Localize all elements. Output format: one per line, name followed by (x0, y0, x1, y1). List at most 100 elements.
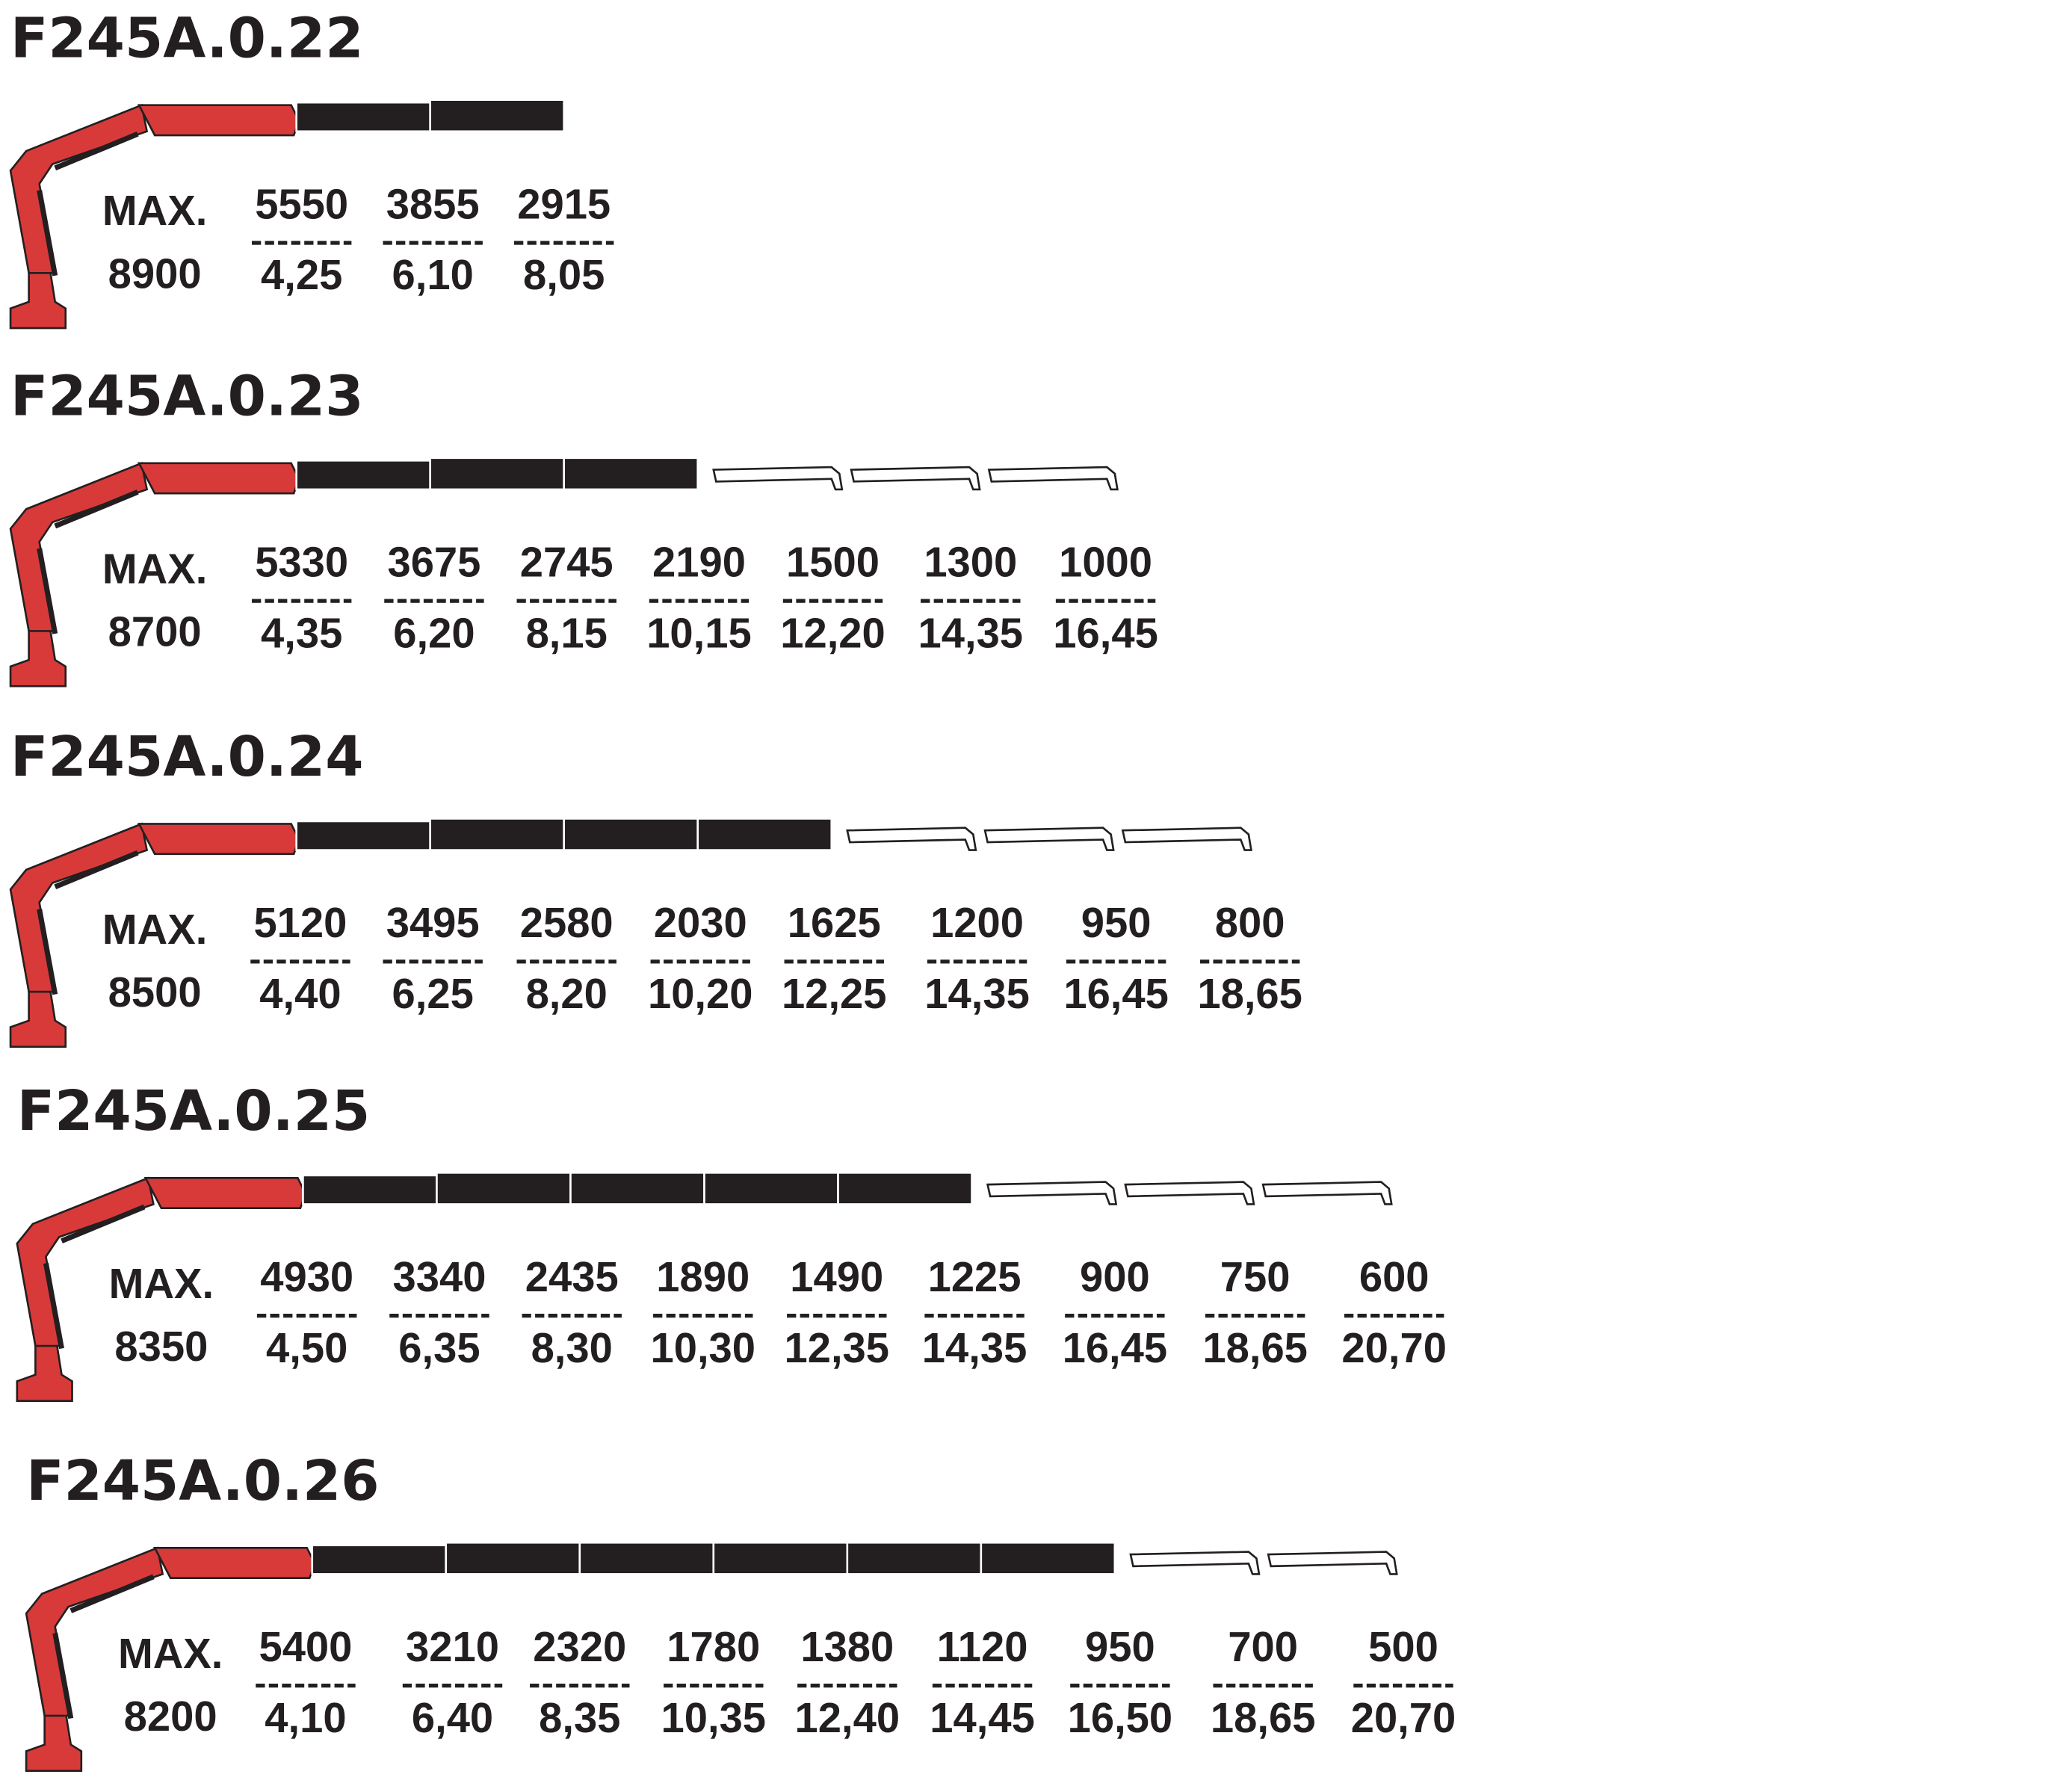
load-value: 5400 (259, 1623, 352, 1670)
reach-value: 14,35 (918, 609, 1024, 656)
hydraulic-extension (429, 99, 566, 133)
reach-value: 12,25 (782, 970, 887, 1017)
reach-value: 4,35 (261, 609, 342, 656)
crane-boom (137, 104, 300, 137)
load-value: 3675 (387, 539, 480, 586)
load-value: 3210 (406, 1623, 499, 1670)
load-value: 2030 (654, 899, 747, 946)
crane-base (9, 268, 67, 330)
max-value: 8350 (114, 1323, 208, 1370)
crane-model: F245A.0.22 MAX. 8900 5550 4,25 3855 6,10 2915 8,… (9, 7, 614, 330)
load-value: 1300 (924, 539, 1017, 586)
load-value: 1000 (1059, 539, 1152, 586)
model-title: F245A.0.22 (10, 7, 363, 70)
manual-extension (986, 1181, 1118, 1205)
load-value: 950 (1085, 1623, 1155, 1670)
reach-value: 10,20 (648, 970, 753, 1017)
model-title: F245A.0.23 (10, 365, 363, 429)
crane-cylinder (37, 548, 58, 634)
hydraulic-extension (980, 1541, 1116, 1575)
reach-value: 10,15 (646, 609, 752, 656)
crane-cylinder (54, 489, 139, 529)
load-value: 5550 (255, 180, 348, 227)
reach-value: 16,45 (1063, 970, 1169, 1017)
reach-value: 6,35 (398, 1324, 480, 1371)
hydraulic-extension (445, 1541, 581, 1575)
crane-cylinder (54, 850, 139, 889)
load-value: 3495 (386, 899, 480, 946)
crane-cylinder (37, 190, 58, 276)
hydraulic-extension (578, 1541, 715, 1575)
max-label: MAX. (109, 1260, 214, 1307)
crane-base (9, 625, 67, 688)
reach-value: 8,30 (531, 1324, 613, 1371)
max-label: MAX. (102, 187, 207, 234)
hydraulic-extension (295, 101, 431, 133)
reach-value: 6,25 (392, 970, 474, 1017)
reach-value: 12,40 (795, 1694, 900, 1741)
load-value: 1200 (930, 899, 1024, 946)
max-value: 8200 (124, 1693, 217, 1740)
crane-model: F245A.0.25 MAX. 8350 4930 4,50 3340 6,35 2435 8,… (16, 1080, 1447, 1403)
model-title: F245A.0.26 (26, 1450, 379, 1513)
reach-value: 14,35 (924, 970, 1030, 1017)
max-value: 8900 (108, 250, 202, 297)
reach-value: 10,35 (661, 1694, 767, 1741)
manual-extension (712, 466, 844, 491)
load-value: 2915 (517, 180, 611, 227)
load-value: 700 (1228, 1623, 1298, 1670)
manual-extension (1124, 1181, 1255, 1205)
reach-value: 8,20 (526, 970, 608, 1017)
crane-cylinder (69, 1574, 155, 1613)
load-value: 800 (1215, 899, 1285, 946)
load-value: 1500 (786, 539, 880, 586)
hydraulic-extension (436, 1172, 572, 1205)
manual-extension (983, 827, 1115, 851)
hydraulic-extension (429, 457, 566, 491)
hydraulic-extension (311, 1544, 448, 1575)
hydraulic-extension (696, 818, 833, 851)
hydraulic-extension (302, 1174, 438, 1205)
load-value: 750 (1220, 1253, 1291, 1300)
hydraulic-extension (712, 1541, 849, 1575)
crane-boom (137, 462, 300, 495)
load-value: 2435 (525, 1253, 619, 1300)
reach-value: 4,50 (266, 1324, 347, 1371)
load-value: 1780 (667, 1623, 760, 1670)
manual-extension (850, 466, 981, 491)
reach-value: 16,45 (1063, 1324, 1168, 1371)
load-value: 2745 (520, 539, 614, 586)
manual-extension (1121, 827, 1252, 851)
reach-value: 14,45 (930, 1694, 1035, 1741)
reach-value: 20,70 (1341, 1324, 1447, 1371)
crane-boom (143, 1177, 307, 1210)
reach-value: 12,35 (785, 1324, 890, 1371)
reach-value: 16,45 (1053, 609, 1158, 656)
load-value: 5330 (255, 539, 348, 586)
reach-value: 8,15 (526, 609, 608, 656)
reach-value: 6,20 (393, 609, 475, 656)
reach-value: 18,65 (1197, 970, 1302, 1017)
reach-value: 6,10 (392, 251, 474, 298)
load-value: 3340 (392, 1253, 486, 1300)
hydraulic-extension (429, 818, 566, 851)
manual-extension (1261, 1181, 1393, 1205)
hydraulic-extension (846, 1541, 983, 1575)
load-value: 2190 (652, 539, 746, 586)
hydraulic-extension (563, 457, 699, 491)
crane-cylinder (61, 1204, 146, 1243)
crane-cylinder (43, 1262, 64, 1350)
load-value: 2320 (533, 1623, 626, 1670)
load-value: 1120 (937, 1623, 1028, 1670)
reach-value: 8,05 (523, 251, 605, 298)
load-value: 1380 (800, 1623, 894, 1670)
model-title: F245A.0.24 (10, 726, 363, 789)
crane-model: F245A.0.26 MAX. 8200 5400 4,10 3210 6,40 2320 8,… (25, 1450, 1456, 1772)
load-value: 1225 (928, 1253, 1022, 1300)
hydraulic-extension (295, 820, 431, 851)
crane-base (16, 1341, 73, 1403)
reach-value: 4,25 (261, 251, 342, 298)
crane-boom (137, 823, 300, 856)
max-value: 8500 (108, 968, 202, 1016)
